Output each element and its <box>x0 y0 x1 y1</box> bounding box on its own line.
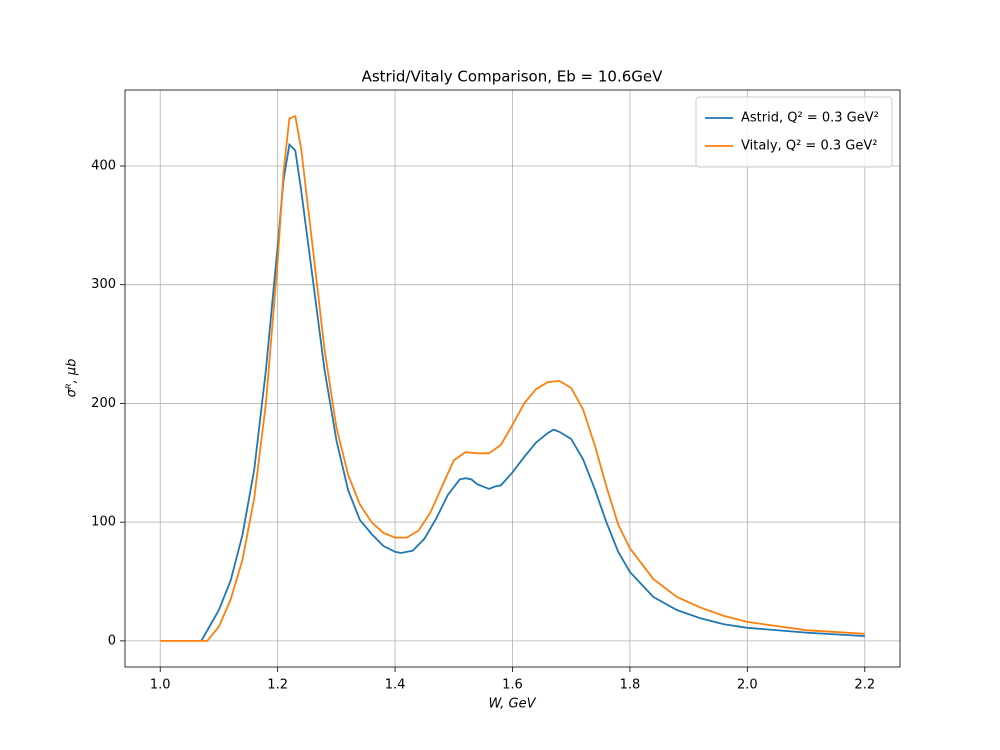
x-tick-label: 1.6 <box>502 678 523 693</box>
x-tick-label: 1.0 <box>150 678 171 693</box>
x-tick-label: 1.4 <box>385 678 406 693</box>
y-tick-label: 100 <box>91 515 116 530</box>
x-tick-label: 2.0 <box>737 678 758 693</box>
legend-label: Astrid, Q² = 0.3 GeV² <box>741 111 879 126</box>
x-tick-label: 1.8 <box>620 678 641 693</box>
data-line <box>160 114 865 642</box>
y-axis-label: σᴿ, μb <box>65 359 80 398</box>
x-tick-label: 2.2 <box>854 678 875 693</box>
x-tick-label: 1.2 <box>267 678 288 693</box>
legend-label: Vitaly, Q² = 0.3 GeV² <box>741 139 877 154</box>
x-axis-label: W, GeV <box>488 697 536 712</box>
chart-title: Astrid/Vitaly Comparison, Eb = 10.6GeV <box>362 68 664 86</box>
y-tick-label: 200 <box>91 396 116 411</box>
y-tick-label: 400 <box>91 158 116 173</box>
plot-frame <box>124 89 901 668</box>
y-tick-label: 0 <box>108 633 116 648</box>
data-line <box>200 142 865 642</box>
y-tick-label: 300 <box>91 277 116 292</box>
legend-box <box>695 96 893 168</box>
